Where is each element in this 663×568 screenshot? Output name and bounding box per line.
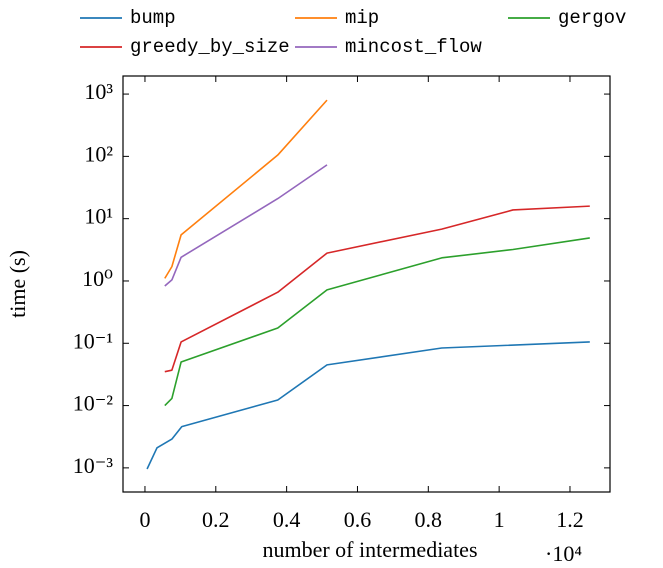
series-line xyxy=(164,205,590,373)
y-tick-label: 10⁻¹ xyxy=(73,328,113,353)
x-tick-label: 0.2 xyxy=(202,507,230,532)
y-axis-label: time (s) xyxy=(5,250,30,318)
legend-label: bump xyxy=(130,7,176,29)
y-tick-label: 10⁻³ xyxy=(73,453,114,478)
y-tick-label: 10³ xyxy=(84,79,113,104)
series-line xyxy=(164,237,590,407)
x-tick-label: 0.4 xyxy=(273,507,301,532)
x-tick-label: 0.6 xyxy=(344,507,372,532)
x-tick-label: 0 xyxy=(139,507,150,532)
x-tick-label: 1.2 xyxy=(556,507,584,532)
series-line xyxy=(164,164,328,287)
x-axis-label: number of intermediates xyxy=(262,537,477,562)
y-tick-label: 10⁻² xyxy=(73,391,114,416)
legend-label: mincost_flow xyxy=(345,36,482,58)
y-tick-label: 10² xyxy=(84,141,113,166)
y-tick-label: 10¹ xyxy=(84,204,113,229)
x-tick-label: 1 xyxy=(494,507,505,532)
series-line xyxy=(164,99,328,279)
legend-label: gergov xyxy=(558,7,626,29)
legend-label: greedy_by_size xyxy=(130,36,290,58)
legend-label: mip xyxy=(345,7,379,29)
plot-frame xyxy=(122,75,611,493)
x-tick-label: 0.8 xyxy=(415,507,443,532)
x-scale-label: ·10⁴ xyxy=(545,541,582,566)
series-line xyxy=(146,341,590,470)
y-tick-label: 10⁰ xyxy=(82,266,113,291)
